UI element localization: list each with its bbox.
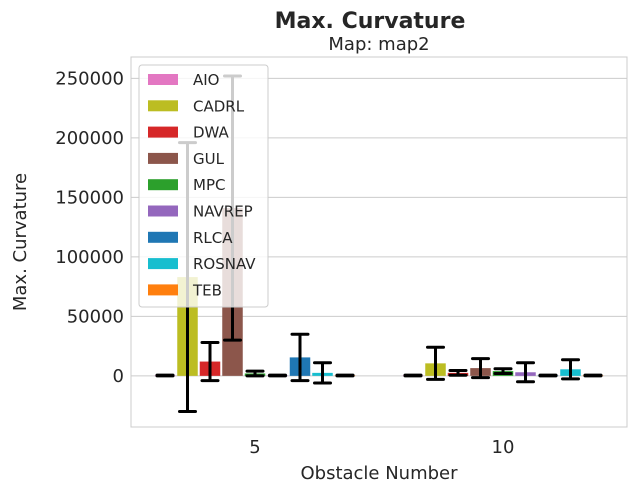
error-bar-navrep-5 <box>268 373 287 378</box>
legend-swatch-gul <box>148 152 178 164</box>
legend-label-navrep: NAVREP <box>193 203 253 221</box>
error-bar-cadrl-10 <box>426 345 445 381</box>
y-tick-label: 150000 <box>55 187 124 208</box>
legend-swatch-rosnav <box>148 258 178 270</box>
x-tick-label: 10 <box>492 437 515 458</box>
x-tick-label: 5 <box>249 437 260 458</box>
error-bar-gul-10 <box>471 357 490 380</box>
legend-label-rlca: RLCA <box>193 229 233 247</box>
error-bar-rosnav-5 <box>313 361 332 385</box>
x-axis-label: Obstacle Number <box>300 463 458 484</box>
plot-frame <box>130 56 628 428</box>
y-tick-label: 0 <box>113 366 124 387</box>
error-bar-dwa-5 <box>200 341 220 383</box>
error-bar-mpc-10 <box>493 367 513 375</box>
legend-label-cadrl: CADRL <box>193 97 245 115</box>
legend-swatch-navrep <box>148 205 178 217</box>
error-bar-aio-5 <box>155 373 175 378</box>
error-bar-teb-10 <box>583 373 603 378</box>
legend-label-gul: GUL <box>193 150 225 168</box>
y-tick-label: 50000 <box>67 306 124 327</box>
error-bar-dwa-10 <box>448 368 468 377</box>
error-bar-rlca-10 <box>538 373 558 378</box>
error-bar-rosnav-10 <box>561 358 580 381</box>
legend-swatch-dwa <box>148 126 178 138</box>
y-axis-label: Max. Curvature <box>10 173 31 311</box>
error-bar-aio-10 <box>403 373 423 378</box>
error-bar-teb-5 <box>335 373 355 378</box>
y-tick-label: 100000 <box>55 247 124 268</box>
y-tick-label: 250000 <box>55 68 124 89</box>
chart-subtitle: Map: map2 <box>328 34 429 55</box>
x-tick-labels: 5 10 <box>249 437 514 458</box>
legend-label-dwa: DWA <box>193 124 230 142</box>
legend-label-mpc: MPC <box>193 176 225 194</box>
legend-swatch-teb <box>148 284 178 296</box>
legend-swatch-cadrl <box>148 100 178 112</box>
legend-label-aio: AIO <box>193 71 220 89</box>
legend-label-teb: TEB <box>192 281 222 299</box>
error-bar-navrep-10 <box>516 361 535 384</box>
error-bar-mpc-5 <box>245 369 265 378</box>
y-tick-labels: 0 50000 100000 150000 200000 250000 <box>55 68 124 386</box>
legend-swatch-aio <box>148 74 178 85</box>
error-bar-rlca-5 <box>290 332 310 383</box>
legend-swatch-mpc <box>148 179 178 191</box>
legend-label-rosnav: ROSNAV <box>193 255 256 273</box>
legend: AIO CADRL DWA GUL MPC NAVREP RLCA ROSNAV TEB <box>138 64 269 308</box>
legend-swatch-rlca <box>148 231 178 243</box>
y-tick-label: 200000 <box>55 128 124 149</box>
legend-box <box>138 64 269 308</box>
chart-title: Max. Curvature <box>275 9 466 34</box>
